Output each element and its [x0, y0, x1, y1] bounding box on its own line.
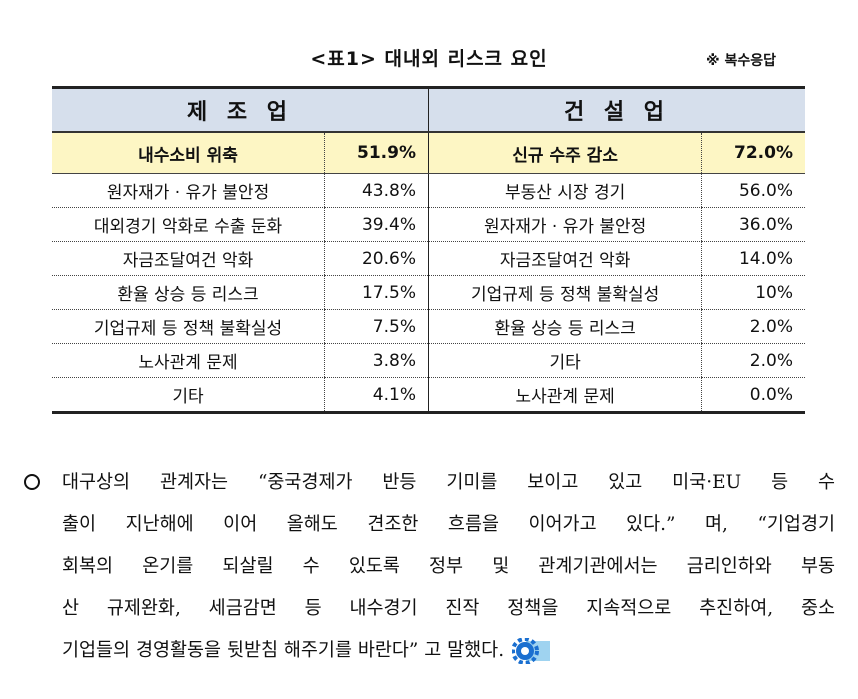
risk-factor: 부동산 시장 경기 — [427, 173, 702, 208]
table-row: 내수소비 위축 51.9% 신규 수주 감소 72.0% — [52, 132, 805, 174]
note: ※ 복수응답 — [706, 53, 777, 69]
percentage: 17.5% — [324, 275, 429, 310]
risk-factor: 자금조달여건 악화 — [52, 241, 325, 276]
percentage: 20.6% — [324, 241, 429, 276]
risk-factor: 대외경기 악화로 수출 둔화 — [52, 207, 325, 242]
risk-factor: 신규 수주 감소 — [427, 132, 702, 174]
percentage: 36.0% — [701, 207, 805, 242]
risk-factor: 기업규제 등 정책 불확실성 — [52, 309, 325, 344]
percentage: 51.9% — [324, 132, 429, 174]
risk-factor: 기타 — [52, 377, 325, 414]
risk-factor: 자금조달여건 악화 — [427, 241, 702, 276]
percentage: 7.5% — [324, 309, 429, 344]
risk-factor: 내수소비 위축 — [52, 132, 325, 174]
percentage: 39.4% — [324, 207, 429, 242]
risk-factor: 원자재가 · 유가 불안정 — [427, 207, 702, 242]
header-cell: 제 조 업 — [52, 86, 429, 133]
header-cell: 건 설 업 — [427, 86, 805, 133]
risk-table: 제 조 업 건 설 업 내수소비 위축 51.9% 신규 수주 감소 72.0% 원자재… — [52, 86, 805, 414]
percentage: 56.0% — [701, 173, 805, 208]
paragraph: 대구상의 관계자는 “중국경제가 반등 기미를 보이고 있고 미국·EU 등 수… — [62, 462, 835, 672]
percentage: 14.0% — [701, 241, 805, 276]
table-row: 환율 상승 등 리스크 17.5% 기업규제 등 정책 불확실성 10% — [52, 275, 805, 310]
percentage: 2.0% — [701, 309, 805, 344]
end-icon — [511, 637, 551, 665]
risk-factor: 기업규제 등 정책 불확실성 — [427, 275, 702, 310]
paragraph-line: 회복의 온기를 되살릴 수 있도록 정부 및 관계기관에서는 금리인하와 부동 — [62, 556, 835, 577]
table-row: 원자재가 · 유가 불안정 43.8% 부동산 시장 경기 56.0% — [52, 173, 805, 208]
risk-factor: 노사관계 문제 — [52, 343, 325, 378]
risk-factor: 원자재가 · 유가 불안정 — [52, 173, 325, 208]
percentage: 4.1% — [324, 377, 429, 414]
risk-factor: 기타 — [427, 343, 702, 378]
risk-factor: 노사관계 문제 — [427, 377, 702, 414]
table-title: <표1> 대내외 리스크 요인 — [310, 48, 548, 70]
bullet — [24, 474, 40, 490]
percentage: 43.8% — [324, 173, 429, 208]
table-row: 노사관계 문제 3.8% 기타 2.0% — [52, 343, 805, 378]
percentage: 72.0% — [701, 132, 805, 174]
percentage: 10% — [701, 275, 805, 310]
paragraph-line: 산 규제완화, 세금감면 등 내수경기 진작 정책을 지속적으로 추진하여, 중… — [62, 598, 835, 619]
percentage: 2.0% — [701, 343, 805, 378]
table-row: 기업규제 등 정책 불확실성 7.5% 환율 상승 등 리스크 2.0% — [52, 309, 805, 344]
percentage: 3.8% — [324, 343, 429, 378]
risk-factor: 환율 상승 등 리스크 — [427, 309, 702, 344]
table-row: 자금조달여건 악화 20.6% 자금조달여건 악화 14.0% — [52, 241, 805, 276]
paragraph-line: 기업들의 경영활동을 뒷받침 해주기를 바란다” 고 말했다. — [62, 630, 835, 672]
risk-factor: 환율 상승 등 리스크 — [52, 275, 325, 310]
table-row: 대외경기 악화로 수출 둔화 39.4% 원자재가 · 유가 불안정 36.0% — [52, 207, 805, 242]
percentage: 0.0% — [701, 377, 805, 414]
table-row: 기타 4.1% 노사관계 문제 0.0% — [52, 377, 805, 414]
paragraph-line: 출이 지난해에 이어 올해도 견조한 흐름을 이어가고 있다.” 며, “기업경… — [62, 514, 835, 535]
paragraph-line: 대구상의 관계자는 “중국경제가 반등 기미를 보이고 있고 미국·EU 등 수 — [62, 472, 835, 493]
